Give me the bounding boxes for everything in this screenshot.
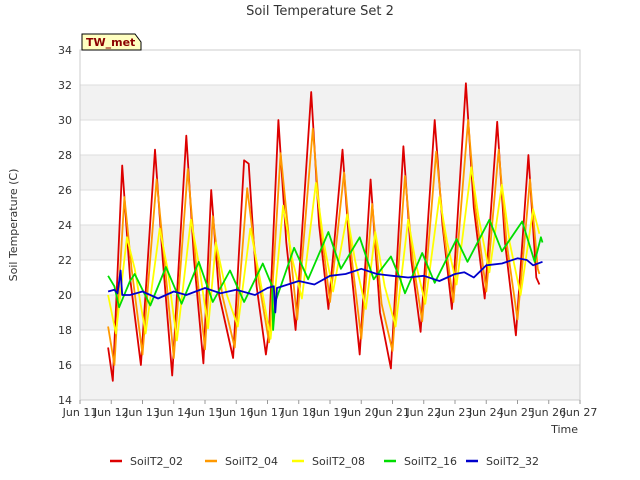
x-tick-label: Jun 19 [312, 406, 348, 419]
legend-item: SoilT2_32 [466, 455, 539, 468]
series-line-soilt2-04 [107, 119, 541, 366]
station-badge: TW_met [81, 33, 142, 51]
x-tick-label: Jun 12 [93, 406, 129, 419]
legend-item: SoilT2_16 [384, 455, 457, 468]
x-tick-label: Jun 14 [155, 406, 191, 419]
y-tick-label: 20 [58, 289, 72, 302]
series-lines [107, 82, 544, 382]
x-tick-label: Jun 27 [562, 406, 598, 419]
y-tick-label: 26 [58, 184, 72, 197]
series-line-soilt2-16 [107, 218, 544, 331]
y-tick-label: 22 [58, 254, 72, 267]
y-tick-label: 30 [58, 114, 72, 127]
legend-item: SoilT2_04 [205, 455, 278, 468]
y-tick-label: 34 [58, 44, 72, 57]
y-axis-ticks: 14 16 18 20 22 24 26 28 30 32 34 [58, 44, 72, 407]
x-tick-label: Jun 23 [437, 406, 473, 419]
x-tick-label: Jun 11 [62, 406, 98, 419]
x-tick-label: Jun 16 [218, 406, 254, 419]
x-tick-label: Jun 21 [374, 406, 410, 419]
x-axis-label: Time [550, 423, 578, 436]
plot-band [80, 50, 580, 85]
x-tick-label: Jun 17 [249, 406, 285, 419]
series-line-soilt2-32 [107, 257, 543, 314]
legend-label: SoilT2_08 [312, 455, 365, 468]
legend: SoilT2_02 SoilT2_04 SoilT2_08 SoilT2_16 Soil… [110, 455, 539, 468]
x-tick-label: Jun 13 [124, 406, 160, 419]
y-tick-label: 16 [58, 359, 72, 372]
x-tick-label: Jun 26 [530, 406, 566, 419]
plot-band [80, 85, 580, 120]
plot-band [80, 330, 580, 365]
y-tick-label: 14 [58, 394, 72, 407]
chart-title: Soil Temperature Set 2 [246, 4, 394, 19]
x-tick-label: Jun 15 [187, 406, 223, 419]
plot-band [80, 365, 580, 400]
x-tick-label: Jun 18 [280, 406, 316, 419]
x-tick-label: Jun 20 [343, 406, 379, 419]
legend-label: SoilT2_32 [486, 455, 539, 468]
x-tick-label: Jun 24 [468, 406, 504, 419]
y-tick-label: 24 [58, 219, 72, 232]
y-axis-label: Soil Temperature (C) [7, 169, 20, 282]
legend-item: SoilT2_02 [110, 455, 183, 468]
legend-label: SoilT2_16 [404, 455, 457, 468]
legend-label: SoilT2_04 [225, 455, 278, 468]
legend-label: SoilT2_02 [130, 455, 183, 468]
y-tick-label: 28 [58, 149, 72, 162]
x-tick-label: Jun 22 [405, 406, 441, 419]
legend-item: SoilT2_08 [292, 455, 365, 468]
station-badge-label: TW_met [86, 36, 135, 49]
y-tick-label: 18 [58, 324, 72, 337]
x-tick-label: Jun 25 [499, 406, 535, 419]
y-tick-label: 32 [58, 79, 72, 92]
